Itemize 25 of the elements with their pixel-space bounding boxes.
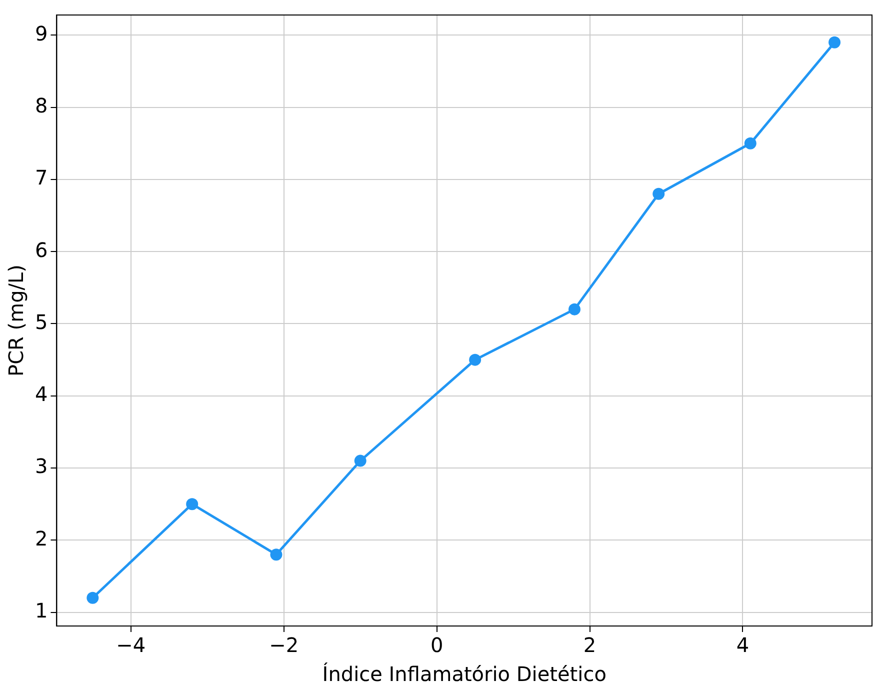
y-tick-label: 6: [34, 238, 48, 262]
y-axis-title: PCR (mg/L): [4, 264, 28, 376]
point: [744, 137, 756, 150]
point: [86, 592, 99, 604]
x-tick-label: 0: [430, 633, 444, 658]
point: [828, 36, 841, 48]
y-tick-label: 4: [34, 382, 48, 406]
point: [270, 548, 282, 561]
x-tick-label: −2: [269, 633, 299, 658]
point: [469, 354, 482, 366]
y-tick-label: 7: [34, 166, 48, 190]
y-tick-label: 3: [34, 454, 48, 478]
y-tick-label: 1: [34, 598, 48, 622]
point: [186, 498, 198, 510]
x-tick-label: −4: [116, 633, 146, 658]
point: [568, 303, 580, 316]
point: [652, 188, 665, 200]
x-tick-label: 2: [583, 633, 596, 658]
y-tick-label: 5: [34, 310, 48, 334]
point: [354, 454, 366, 467]
x-tick-label: 4: [736, 633, 750, 658]
y-tick-label: 9: [34, 21, 48, 46]
y-tick-label: 8: [34, 94, 48, 118]
y-tick-label: 2: [34, 526, 48, 550]
x-axis-title: Índice Inflamatório Dietético: [322, 662, 606, 686]
